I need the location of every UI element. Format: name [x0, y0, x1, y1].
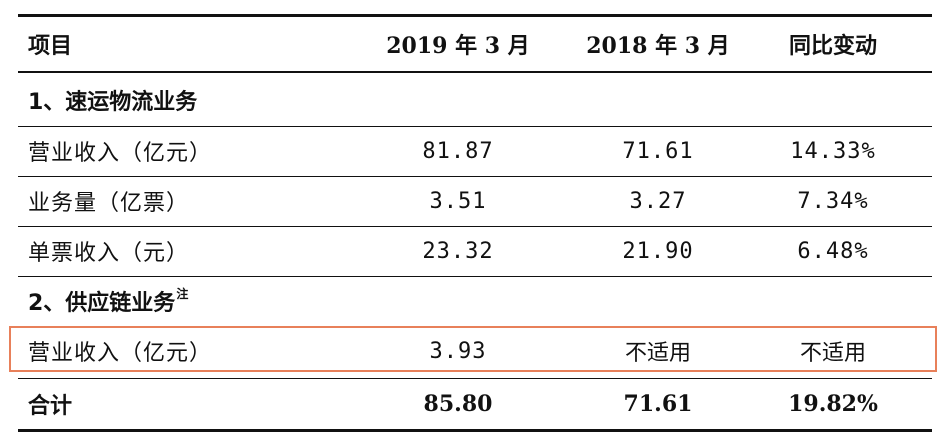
total-label: 合计: [28, 394, 73, 419]
header-rule: [18, 71, 932, 73]
highlight-box: [9, 326, 937, 372]
row-label: 营业收入（亿元）: [28, 341, 213, 366]
row-divider: [18, 126, 932, 127]
header-change: 同比变动: [788, 34, 877, 59]
section-title: 1、速运物流业务: [28, 90, 198, 115]
total-change: 19.82%: [788, 391, 878, 417]
value-2018: 3.27: [629, 188, 687, 214]
value-2019: 23.32: [422, 238, 494, 264]
value-2018: 71.61: [622, 138, 694, 164]
row-label: 单票收入（元）: [28, 241, 190, 266]
top-rule: [18, 14, 932, 17]
value-change: 不适用: [799, 341, 866, 366]
value-change: 7.34%: [797, 188, 869, 214]
row-divider: [18, 176, 932, 177]
header-item: 项目: [28, 34, 73, 59]
row-label: 营业收入（亿元）: [28, 141, 213, 166]
table-row: 业务量（亿票） 3.51 3.27 7.34%: [18, 177, 932, 225]
table-row: 单票收入（元） 23.32 21.90 6.48%: [18, 227, 932, 275]
section-title-text: 2、供应链业务: [28, 291, 176, 316]
value-change: 6.48%: [797, 238, 869, 264]
section-title: 2、供应链业务注: [28, 277, 188, 325]
row-divider: [18, 226, 932, 227]
total-2018: 71.61: [623, 391, 693, 417]
table-row: 营业收入（亿元） 81.87 71.61 14.33%: [18, 127, 932, 175]
value-change: 14.33%: [790, 138, 876, 164]
footnote-marker: 注: [176, 286, 189, 301]
value-2019: 3.51: [429, 188, 487, 214]
section-title-row: 1、速运物流业务: [18, 76, 932, 124]
header-2019: 2019 年 3 月: [386, 33, 530, 59]
table-row-highlighted: 营业收入（亿元） 3.93 不适用 不适用: [18, 327, 932, 375]
total-2019: 85.80: [423, 391, 493, 417]
total-row: 合计 85.80 71.61 19.82%: [18, 380, 932, 428]
value-2019: 81.87: [422, 138, 494, 164]
header-row: 项目 2019 年 3 月 2018 年 3 月 同比变动: [18, 20, 932, 68]
section-title-row: 2、供应链业务注: [18, 277, 932, 325]
row-label: 业务量（亿票）: [28, 191, 190, 216]
row-divider: [18, 378, 932, 379]
value-2018: 21.90: [622, 238, 694, 264]
header-2018: 2018 年 3 月: [586, 33, 730, 59]
bottom-rule: [18, 429, 932, 432]
row-divider: [18, 276, 932, 277]
value-2019: 3.93: [429, 338, 487, 364]
value-2018: 不适用: [624, 341, 691, 366]
